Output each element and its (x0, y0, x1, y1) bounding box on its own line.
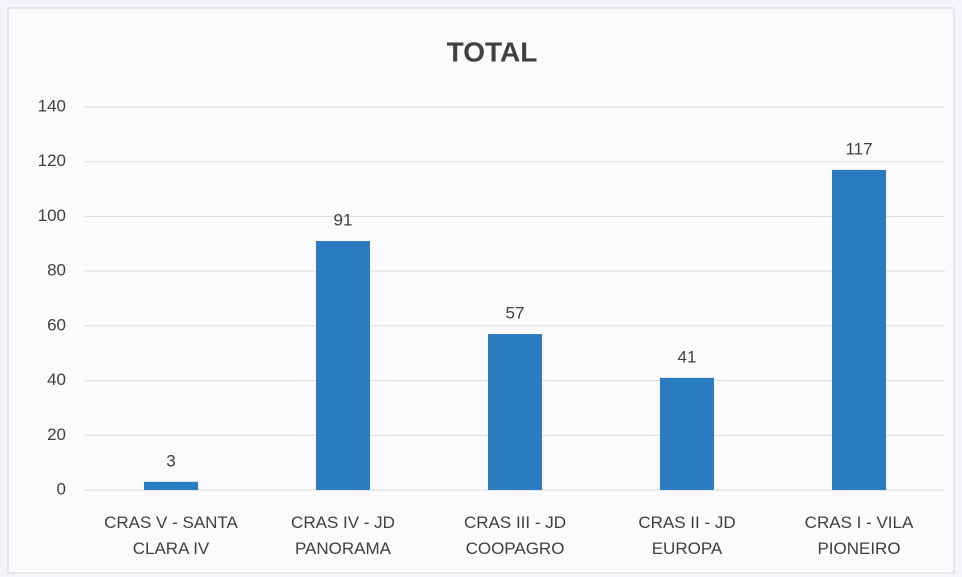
y-tick-label: 0 (57, 479, 66, 498)
x-tick-label: CRAS V - SANTA CLARA IV (104, 513, 238, 558)
data-label: 117 (845, 139, 872, 158)
data-label: 91 (334, 211, 353, 230)
data-label: 57 (506, 304, 525, 323)
x-tick-label: CRAS IV - JD PANORAMA (291, 513, 395, 558)
y-tick-label: 140 (38, 96, 66, 115)
y-tick-label: 20 (47, 425, 66, 444)
y-tick-label: 120 (38, 151, 66, 170)
x-tick-label: CRAS II - JD EUROPA (638, 513, 736, 558)
y-tick-label: 100 (38, 206, 66, 225)
bar (488, 334, 542, 490)
y-tick-label: 60 (47, 315, 66, 334)
bar (316, 241, 370, 490)
y-tick-label: 80 (47, 261, 66, 280)
data-label: 3 (166, 451, 175, 470)
bar (144, 481, 198, 490)
bar (660, 377, 714, 490)
chart-area (7, 7, 955, 574)
x-tick-label: CRAS III - JD COOPAGRO (463, 513, 566, 558)
y-tick-label: 40 (47, 370, 66, 389)
chart-title: TOTAL (447, 36, 538, 67)
data-label: 41 (678, 347, 697, 366)
bar (832, 169, 886, 490)
x-tick-label: CRAS I - VILA PIONEIRO (804, 513, 914, 558)
